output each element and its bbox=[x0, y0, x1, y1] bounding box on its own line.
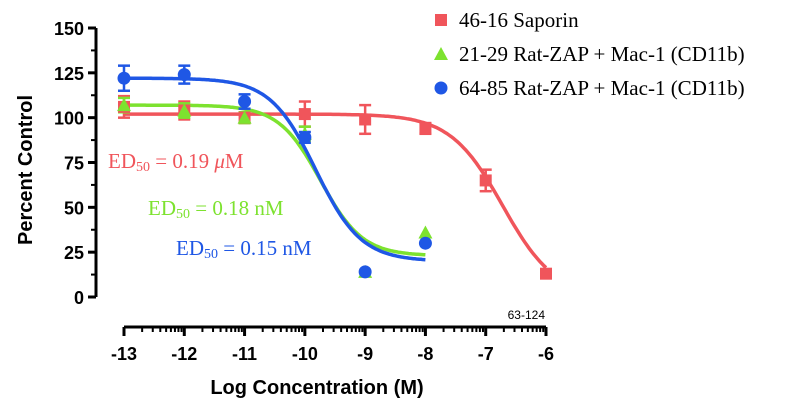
fit-curves bbox=[124, 76, 548, 269]
legend-label-2: 64-85 Rat-ZAP + Mac-1 (CD11b) bbox=[459, 76, 745, 100]
legend-label-0: 46-16 Saporin bbox=[459, 8, 579, 32]
y-tick-label: 75 bbox=[64, 154, 84, 174]
data-point-0 bbox=[479, 174, 492, 187]
x-tick-label: -7 bbox=[478, 344, 494, 364]
data-point-0 bbox=[419, 122, 432, 135]
data-points bbox=[117, 68, 552, 280]
x-tick-label: -11 bbox=[232, 344, 257, 364]
y-tick-label: 0 bbox=[74, 288, 84, 308]
data-point-1 bbox=[117, 98, 131, 112]
fit-curve-1 bbox=[124, 103, 426, 257]
data-point-2 bbox=[117, 71, 131, 85]
y-tick-label: 150 bbox=[54, 19, 84, 39]
ed50-annotation-64-85: ED50 = 0.15 nM bbox=[176, 236, 312, 262]
legend-marker-1 bbox=[434, 47, 448, 60]
ed50-label-21-29: ED50 = 0.18 nM bbox=[148, 196, 284, 222]
x-tick-label: -6 bbox=[538, 344, 554, 364]
y-tick-label: 125 bbox=[54, 64, 84, 84]
data-point-2 bbox=[418, 236, 432, 250]
fit-curve-2 bbox=[124, 76, 426, 262]
x-tick-label: -13 bbox=[111, 344, 137, 364]
ed50-annotation-21-29: ED50 = 0.18 nM bbox=[148, 196, 284, 222]
data-point-0 bbox=[540, 267, 552, 280]
legend-label-1: 21-29 Rat-ZAP + Mac-1 (CD11b) bbox=[459, 42, 745, 66]
y-axis-title: Percent Control bbox=[15, 95, 37, 245]
data-point-2 bbox=[298, 130, 312, 144]
data-point-1 bbox=[418, 225, 433, 239]
data-point-2 bbox=[177, 68, 191, 82]
fit-curve-0 bbox=[124, 112, 548, 269]
ed50-annotation-saporin: ED50 = 0.19 μM bbox=[108, 149, 244, 175]
axes: 0 25 50 75 100 125 150 -13 -12 -11 -10 -9 -8 -7 -6 bbox=[54, 19, 554, 364]
data-point-1 bbox=[237, 110, 252, 124]
y-tick-label: 25 bbox=[64, 243, 84, 263]
x-tick-label: -9 bbox=[357, 344, 373, 364]
legend-marker-2 bbox=[434, 81, 448, 95]
x-axis-title: Log Concentration (M) bbox=[210, 377, 423, 398]
data-point-0 bbox=[359, 113, 372, 126]
data-point-1 bbox=[177, 103, 192, 117]
x-tick-label: -10 bbox=[292, 344, 318, 364]
legend: 46-16 Saporin 21-29 Rat-ZAP + Mac-1 (CD11… bbox=[434, 8, 745, 100]
data-point-2 bbox=[238, 95, 252, 109]
data-point-2 bbox=[358, 265, 372, 279]
y-tick-label: 100 bbox=[54, 109, 84, 129]
x-tick-label: -12 bbox=[171, 344, 197, 364]
x-tick-label: -8 bbox=[417, 344, 433, 364]
reference-label: 63-124 bbox=[508, 308, 546, 322]
ed50-label-saporin: ED50 = 0.19 μM bbox=[108, 149, 244, 175]
data-point-0 bbox=[298, 108, 311, 121]
y-tick-label: 50 bbox=[64, 198, 84, 218]
legend-marker-0 bbox=[435, 14, 447, 26]
ed50-label-64-85: ED50 = 0.15 nM bbox=[176, 236, 312, 262]
